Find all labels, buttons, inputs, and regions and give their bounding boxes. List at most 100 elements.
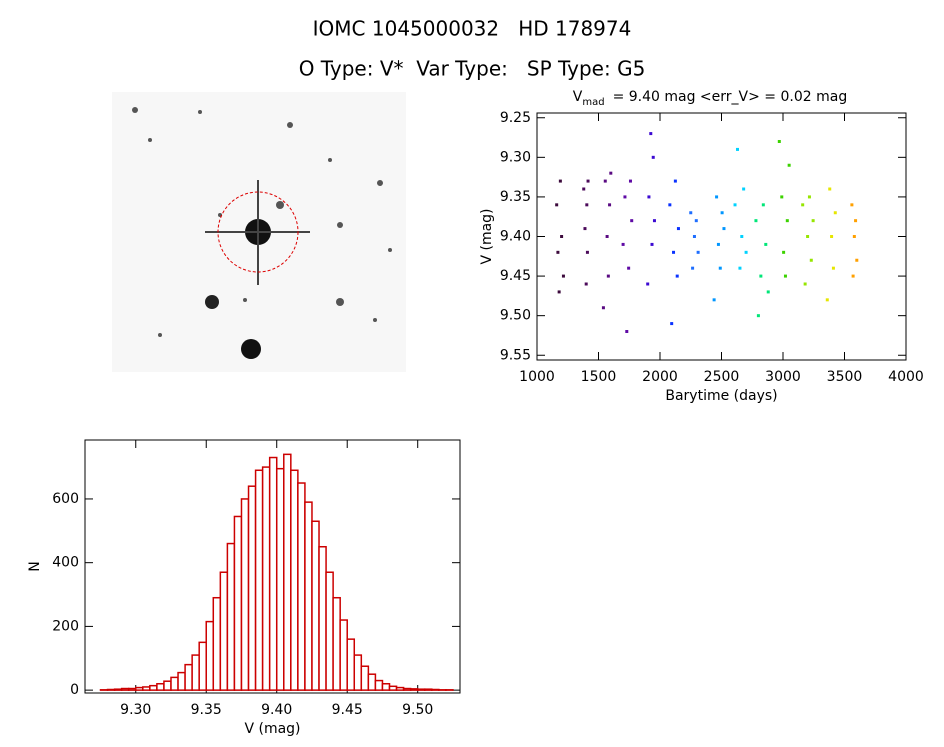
data-point — [828, 187, 832, 191]
data-point — [780, 195, 784, 199]
data-point — [582, 187, 586, 191]
data-point — [696, 250, 700, 254]
data-point — [623, 195, 627, 199]
data-point — [606, 274, 610, 278]
page-title: IOMC 1045000032 HD 178974 — [313, 17, 632, 41]
plot-frame — [536, 112, 907, 361]
data-point — [733, 203, 737, 207]
x-tick-label: 9.45 — [332, 702, 363, 718]
data-point — [608, 203, 612, 207]
histogram-bar — [318, 545, 327, 691]
page-subtitle: O Type: V* Var Type: SP Type: G5 — [299, 57, 646, 81]
histogram-bar — [339, 619, 348, 691]
data-point — [761, 203, 765, 207]
data-point — [787, 163, 791, 167]
data-point — [561, 274, 565, 278]
histogram-bar — [135, 686, 144, 691]
histogram-bar — [212, 596, 222, 691]
histogram-bar — [219, 571, 229, 691]
data-point — [852, 235, 856, 238]
histogram-bar — [184, 663, 193, 691]
data-point — [585, 250, 589, 254]
data-point — [809, 258, 813, 262]
title-rest: = 9.40 mag <err_V> = 0.02 mag — [613, 89, 848, 105]
histogram-bar — [120, 687, 130, 691]
data-point — [738, 266, 742, 270]
histogram-bar — [247, 485, 257, 691]
data-point — [601, 306, 605, 310]
x-tick-label: 9.50 — [402, 702, 433, 718]
data-point — [831, 266, 835, 270]
data-point — [558, 179, 562, 183]
data-point — [744, 250, 748, 254]
data-point — [605, 235, 609, 238]
data-point — [740, 235, 744, 238]
data-point — [555, 203, 559, 207]
data-point — [668, 203, 672, 207]
y-tick-label: 9.30 — [500, 149, 531, 165]
data-point — [830, 235, 834, 238]
x-axis-label: V (mag) — [244, 721, 300, 737]
data-point — [811, 219, 815, 223]
star-image — [112, 92, 406, 372]
histogram-bar — [297, 482, 306, 691]
data-point — [670, 322, 674, 326]
data-point — [850, 203, 854, 207]
data-point — [825, 298, 829, 302]
data-point — [759, 274, 763, 278]
x-tick-label: 2000 — [642, 369, 678, 385]
data-point — [742, 187, 746, 191]
x-tick-label: 9.40 — [261, 702, 292, 718]
data-point — [556, 250, 560, 254]
data-point — [715, 195, 719, 199]
data-point — [627, 266, 631, 270]
histogram-bar — [346, 638, 356, 691]
histogram-bar — [127, 687, 137, 691]
histogram-bar — [374, 679, 384, 691]
title-v: V — [573, 89, 583, 105]
data-point — [833, 211, 837, 215]
y-tick-label: 9.45 — [500, 268, 531, 284]
histogram-bar — [416, 688, 426, 691]
histogram-bar — [402, 687, 412, 691]
histogram-bar — [226, 542, 236, 691]
x-tick-label: 2500 — [704, 369, 740, 385]
data-point — [557, 290, 561, 294]
histogram-bar — [275, 467, 285, 691]
y-axis-label: N — [27, 561, 43, 571]
x-tick-label: 1000 — [519, 369, 555, 385]
y-tick-label: 400 — [52, 555, 79, 571]
y-tick-label: 200 — [52, 618, 79, 634]
data-point — [712, 298, 716, 302]
histogram-bar — [431, 688, 440, 691]
data-point — [672, 250, 676, 254]
histogram-bar — [198, 641, 207, 691]
data-point — [584, 282, 588, 286]
y-tick-label: 9.35 — [500, 189, 531, 205]
x-tick-label: 9.30 — [120, 702, 151, 718]
histogram-bar — [240, 498, 250, 691]
data-point — [649, 132, 653, 136]
data-point — [647, 195, 651, 199]
data-point — [735, 147, 739, 151]
data-point — [766, 290, 770, 294]
title-sub: mad — [582, 97, 604, 108]
data-point — [694, 219, 698, 223]
data-point — [806, 235, 810, 238]
histogram-bar — [163, 680, 172, 691]
data-point — [722, 227, 726, 231]
histogram-bar — [268, 456, 278, 691]
data-point — [764, 242, 768, 246]
data-point — [621, 242, 625, 246]
data-point — [646, 282, 650, 286]
x-tick-label: 1500 — [581, 369, 617, 385]
data-point — [691, 266, 695, 270]
histogram-bar — [233, 515, 243, 691]
y-tick-label: 600 — [52, 491, 79, 507]
histogram-bar — [332, 596, 341, 691]
data-point — [650, 242, 654, 246]
histogram-bar — [113, 688, 123, 691]
data-point — [625, 330, 629, 333]
data-point — [586, 179, 590, 183]
